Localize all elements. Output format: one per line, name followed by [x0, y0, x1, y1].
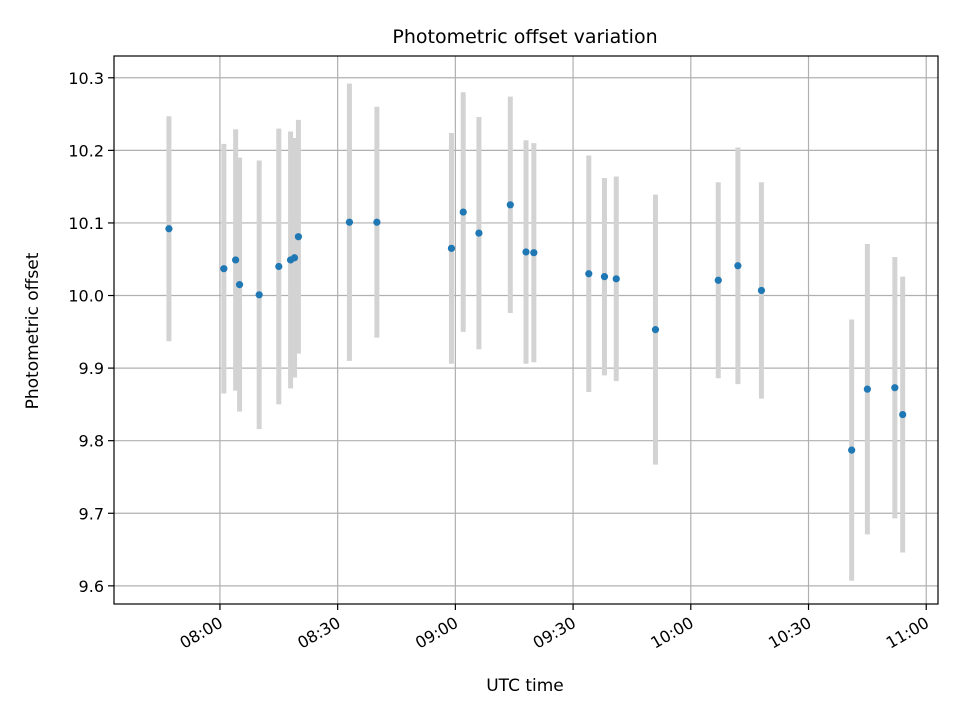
data-point	[232, 256, 240, 264]
x-tick-label: 09:30	[530, 613, 579, 653]
y-tick-label: 9.8	[79, 432, 104, 451]
data-point	[612, 275, 620, 283]
y-tick-label: 9.6	[79, 577, 104, 596]
data-point	[373, 218, 381, 226]
data-point	[530, 249, 538, 257]
y-tick-label: 10.1	[68, 214, 104, 233]
data-point	[757, 286, 766, 295]
y-tick-label: 10.3	[68, 69, 104, 88]
axis-ticks: 08:00 08:30 09:00 09:30 10:00 10:30 11:00 9.6 9.…	[68, 69, 932, 653]
data-point	[848, 446, 856, 454]
data-point	[165, 225, 173, 233]
x-tick-label: 08:30	[294, 613, 343, 653]
y-tick-label: 10.2	[68, 141, 104, 160]
data-point	[899, 410, 907, 419]
data-point	[290, 254, 299, 262]
data-point	[714, 276, 722, 284]
x-tick-label: 10:00	[647, 613, 696, 653]
data-point	[255, 291, 263, 299]
data-point	[220, 265, 228, 273]
y-axis-title: Photometric offset	[23, 252, 43, 409]
data-point	[734, 262, 742, 270]
y-tick-label: 9.9	[79, 359, 104, 378]
data-point	[294, 233, 303, 241]
chart-title: Photometric offset variation	[392, 26, 657, 48]
plot-frame	[113, 55, 939, 605]
data-points	[165, 201, 907, 454]
data-point	[506, 201, 514, 209]
x-tick-label: 09:00	[412, 613, 461, 653]
data-point	[275, 262, 283, 271]
data-point	[585, 270, 593, 278]
data-point	[522, 248, 530, 256]
x-tick-label: 11:00	[883, 613, 932, 653]
data-point	[459, 208, 467, 216]
x-tick-label: 08:00	[177, 613, 226, 653]
x-axis-title: UTC time	[486, 676, 564, 696]
x-tick-label: 10:30	[765, 613, 814, 653]
data-point	[863, 385, 871, 393]
data-point	[600, 273, 609, 281]
data-point	[345, 218, 354, 226]
data-point	[651, 326, 660, 334]
y-tick-label: 9.7	[79, 504, 104, 523]
y-tick-label: 10.0	[68, 287, 104, 306]
data-point	[475, 229, 483, 237]
data-point	[447, 244, 456, 252]
error-bars	[166, 83, 906, 581]
data-point	[235, 281, 244, 289]
data-point	[891, 384, 899, 392]
